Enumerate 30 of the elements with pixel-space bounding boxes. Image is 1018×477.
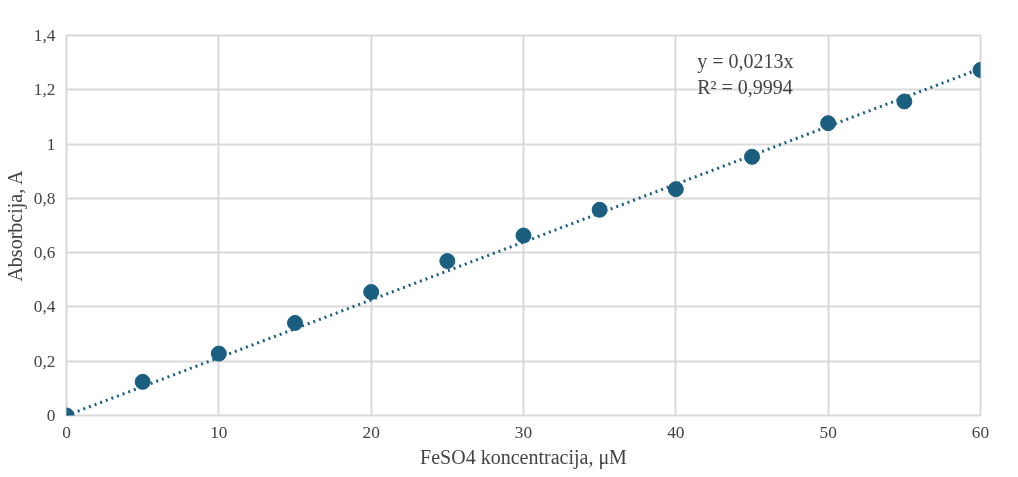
x-tick-label: 0 — [62, 422, 71, 442]
y-tick-label: 1,4 — [33, 26, 56, 45]
x-tick-label: 20 — [362, 422, 380, 442]
y-axis-title: Absorbcija, A — [3, 169, 27, 282]
point — [515, 227, 532, 244]
y-tick-label: 0,2 — [33, 351, 56, 371]
x-tick-label: 30 — [514, 422, 533, 442]
x-tick-label: 60 — [971, 422, 990, 442]
point — [210, 345, 227, 362]
y-tick-label: 0,4 — [33, 297, 56, 317]
x-tick-label: 50 — [819, 422, 837, 442]
point — [363, 284, 380, 300]
x-tick-label: 10 — [210, 422, 228, 442]
point — [820, 115, 837, 132]
x-tick-label: 40 — [667, 422, 685, 442]
point — [744, 148, 760, 165]
point — [439, 253, 456, 270]
y-tick-label: 1,2 — [33, 80, 56, 100]
y-tick-label: 0 — [46, 406, 56, 425]
point — [134, 373, 151, 390]
annotation: y = 0,0213x — [697, 49, 794, 73]
point — [667, 181, 684, 198]
y-tick-label: 0,8 — [33, 188, 56, 208]
point — [591, 201, 608, 218]
x-axis-title: FeSO4 koncentracija, μM — [420, 445, 628, 469]
annotation: R² = 0,9994 — [697, 76, 793, 99]
y-tick-label: 1 — [46, 134, 56, 154]
y-tick-label: 0,6 — [33, 243, 56, 263]
point — [287, 314, 303, 331]
point — [896, 93, 913, 110]
